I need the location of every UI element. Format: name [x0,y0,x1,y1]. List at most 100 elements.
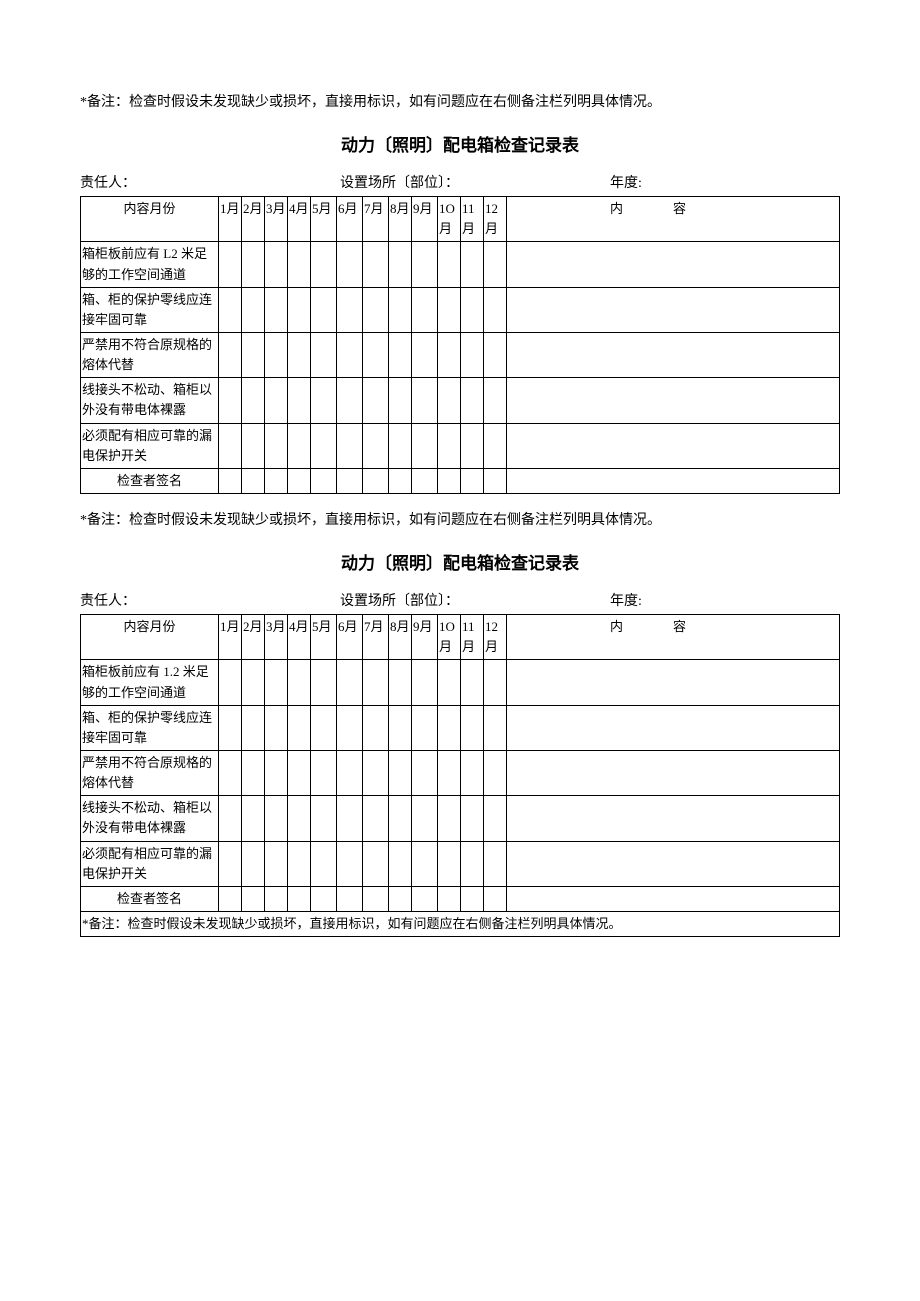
th-month: 11月 [461,615,484,660]
table-header-row: 内容月份 1月 2月 3月 4月 5月 6月 7月 8月 9月 1O月 11月 … [81,197,840,242]
cell [288,378,311,423]
cell [507,378,840,423]
th-month: 6月 [337,197,363,242]
cell [461,841,484,886]
th-month: 12月 [484,197,507,242]
th-month: 7月 [363,615,389,660]
cell [219,841,242,886]
th-month: 9月 [412,615,438,660]
cell [461,242,484,287]
cell [461,287,484,332]
row-label: 箱柜板前应有 1.2 米足够的工作空间通道 [81,660,219,705]
cell [265,796,288,841]
cell [484,287,507,332]
row-label: 必须配有相应可靠的漏电保护开关 [81,423,219,468]
th-month: 8月 [389,197,412,242]
cell [337,333,363,378]
cell [363,705,389,750]
cell [219,423,242,468]
cell [219,378,242,423]
label-year-1: 年度: [610,172,642,192]
cell [242,841,265,886]
cell [311,333,337,378]
row-label: 严禁用不符合原规格的熔体代替 [81,751,219,796]
cell [265,660,288,705]
th-month: 5月 [311,615,337,660]
cell [265,423,288,468]
th-last-1: 内容 [507,197,840,242]
cell [389,886,412,911]
cell [265,841,288,886]
cell [484,886,507,911]
label-responsible-2: 责任人： [80,590,340,610]
cell [438,242,461,287]
cell [242,705,265,750]
cell [242,660,265,705]
cell [265,242,288,287]
th-last-2: 内容 [507,615,840,660]
cell [461,886,484,911]
cell [311,751,337,796]
row-label: 线接头不松动、箱柜以外没有带电体裸露 [81,378,219,423]
label-responsible-1: 责任人： [80,172,340,192]
cell [219,705,242,750]
th-month: 7月 [363,197,389,242]
cell [288,705,311,750]
th-month: 1月 [219,197,242,242]
th-month: 1月 [219,615,242,660]
table-row: 线接头不松动、箱柜以外没有带电体裸露 [81,378,840,423]
row-label: 箱、柜的保护零线应连接牢固可靠 [81,287,219,332]
cell [389,287,412,332]
cell [219,333,242,378]
cell [389,378,412,423]
cell [412,660,438,705]
cell [242,378,265,423]
th-month: 8月 [389,615,412,660]
cell [484,841,507,886]
cell [412,287,438,332]
cell [311,468,337,493]
cell [363,841,389,886]
cell [219,751,242,796]
cell [389,242,412,287]
cell [363,468,389,493]
cell [242,333,265,378]
table-row: 必须配有相应可靠的漏电保护开关 [81,423,840,468]
cell [438,751,461,796]
cell [288,287,311,332]
cell [438,841,461,886]
record-table-2: 内容月份 1月 2月 3月 4月 5月 6月 7月 8月 9月 1O月 11月 … [80,614,840,937]
cell [438,796,461,841]
cell [311,242,337,287]
th-month: 2月 [242,615,265,660]
table-row-signature: 检查者签名 [81,468,840,493]
row-label: 箱柜板前应有 L2 米足够的工作空间通道 [81,242,219,287]
cell [219,242,242,287]
th-month: 4月 [288,615,311,660]
cell [311,796,337,841]
cell [265,287,288,332]
cell [363,242,389,287]
table-row: 箱、柜的保护零线应连接牢固可靠 [81,705,840,750]
cell [412,378,438,423]
cell [288,796,311,841]
th-month: 3月 [265,615,288,660]
th-month: 5月 [311,197,337,242]
cell [507,705,840,750]
cell [461,660,484,705]
cell [507,841,840,886]
cell [311,841,337,886]
cell [311,660,337,705]
cell [484,242,507,287]
cell [507,287,840,332]
cell [242,423,265,468]
cell [412,423,438,468]
cell [265,751,288,796]
cell [438,705,461,750]
cell [337,705,363,750]
table-row: 严禁用不符合原规格的熔体代替 [81,333,840,378]
note-in-table: *备注：检查时假设未发现缺少或损坏，直接用标识，如有问题应在右侧备注栏列明具体情… [81,912,840,937]
cell [484,468,507,493]
cell [484,751,507,796]
cell [219,660,242,705]
